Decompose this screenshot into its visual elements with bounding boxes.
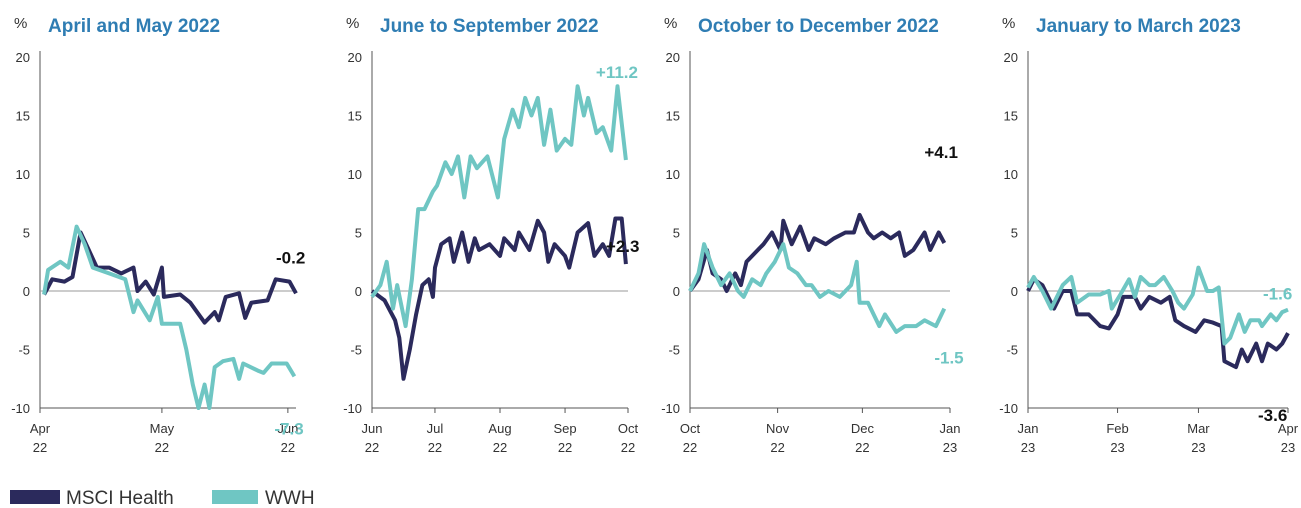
y-tick-label: 10 — [16, 167, 30, 182]
series-line — [1026, 277, 1290, 370]
y-tick-label: 5 — [1011, 226, 1018, 241]
x-tick-label: Sep 22 — [553, 421, 576, 455]
end-label: -1.6 — [1263, 285, 1292, 304]
end-label: +11.2 — [596, 63, 638, 82]
y-tick-label: 10 — [666, 167, 680, 182]
y-tick-label: 0 — [23, 284, 30, 299]
panel-title: June to September 2022 — [380, 16, 599, 37]
series-line — [688, 212, 947, 293]
x-tick-label: Feb 23 — [1106, 421, 1128, 455]
y-tick-label: 0 — [355, 284, 362, 299]
x-tick-label: Oct 22 — [680, 421, 701, 455]
end-label: -0.2 — [276, 248, 305, 267]
end-label: -1.5 — [934, 349, 963, 368]
x-tick-label: May 22 — [150, 421, 175, 455]
end-label: -3.6 — [1258, 406, 1287, 425]
y-axis-label: % — [664, 15, 677, 32]
x-tick-label: Jan 23 — [1018, 421, 1039, 455]
panel-title: April and May 2022 — [48, 16, 220, 37]
y-tick-label: 10 — [1004, 167, 1018, 182]
y-tick-label: -5 — [18, 343, 30, 358]
x-tick-label: Oct 22 — [618, 421, 639, 455]
end-label: -7.3 — [274, 419, 303, 438]
y-tick-label: 15 — [16, 109, 30, 124]
x-tick-label: Mar 23 — [1187, 421, 1210, 455]
legend-label: MSCI Health — [66, 488, 174, 508]
series-line — [370, 84, 628, 329]
y-tick-label: 20 — [16, 50, 30, 65]
y-tick-label: 15 — [348, 109, 362, 124]
y-tick-label: 5 — [23, 226, 30, 241]
series-line — [1026, 265, 1289, 346]
series-line — [688, 242, 947, 334]
y-tick-label: 15 — [666, 109, 680, 124]
y-tick-label: 20 — [1004, 50, 1018, 65]
panel-title: October to December 2022 — [698, 16, 939, 37]
y-tick-label: 10 — [348, 167, 362, 182]
legend-swatch — [10, 490, 60, 504]
x-tick-label: Jun 22 — [362, 421, 383, 455]
y-tick-label: -10 — [11, 401, 30, 416]
y-axis-label: % — [346, 15, 359, 32]
y-axis-label: % — [1002, 15, 1015, 32]
y-tick-label: -5 — [668, 343, 680, 358]
y-tick-label: -10 — [999, 401, 1018, 416]
y-tick-label: 20 — [348, 50, 362, 65]
y-tick-label: -5 — [350, 343, 362, 358]
y-axis-label: % — [14, 15, 27, 32]
series-line — [370, 216, 628, 381]
legend-label: WWH — [265, 488, 315, 508]
y-tick-label: 20 — [666, 50, 680, 65]
x-tick-label: Jan 23 — [940, 421, 961, 455]
y-tick-label: 5 — [673, 226, 680, 241]
end-label: +2.3 — [606, 237, 640, 256]
series-line — [42, 224, 297, 410]
y-tick-label: -10 — [343, 401, 362, 416]
x-tick-label: Dec 22 — [851, 421, 875, 455]
x-tick-label: Nov 22 — [766, 421, 790, 455]
y-tick-label: 15 — [1004, 109, 1018, 124]
y-tick-label: 0 — [673, 284, 680, 299]
x-tick-label: Apr 22 — [30, 421, 51, 455]
y-tick-label: 5 — [355, 226, 362, 241]
x-tick-label: Apr 23 — [1278, 421, 1299, 455]
legend-swatch — [212, 490, 258, 504]
x-tick-label: Jul 22 — [427, 421, 444, 455]
end-label: +4.1 — [924, 143, 958, 162]
panel-title: January to March 2023 — [1036, 16, 1241, 37]
y-tick-label: 0 — [1011, 284, 1018, 299]
x-tick-label: Aug 22 — [488, 421, 511, 455]
y-tick-label: -10 — [661, 401, 680, 416]
y-tick-label: -5 — [1006, 343, 1018, 358]
series-line — [42, 230, 298, 325]
x-tick-label: Jun 22 — [277, 421, 298, 455]
